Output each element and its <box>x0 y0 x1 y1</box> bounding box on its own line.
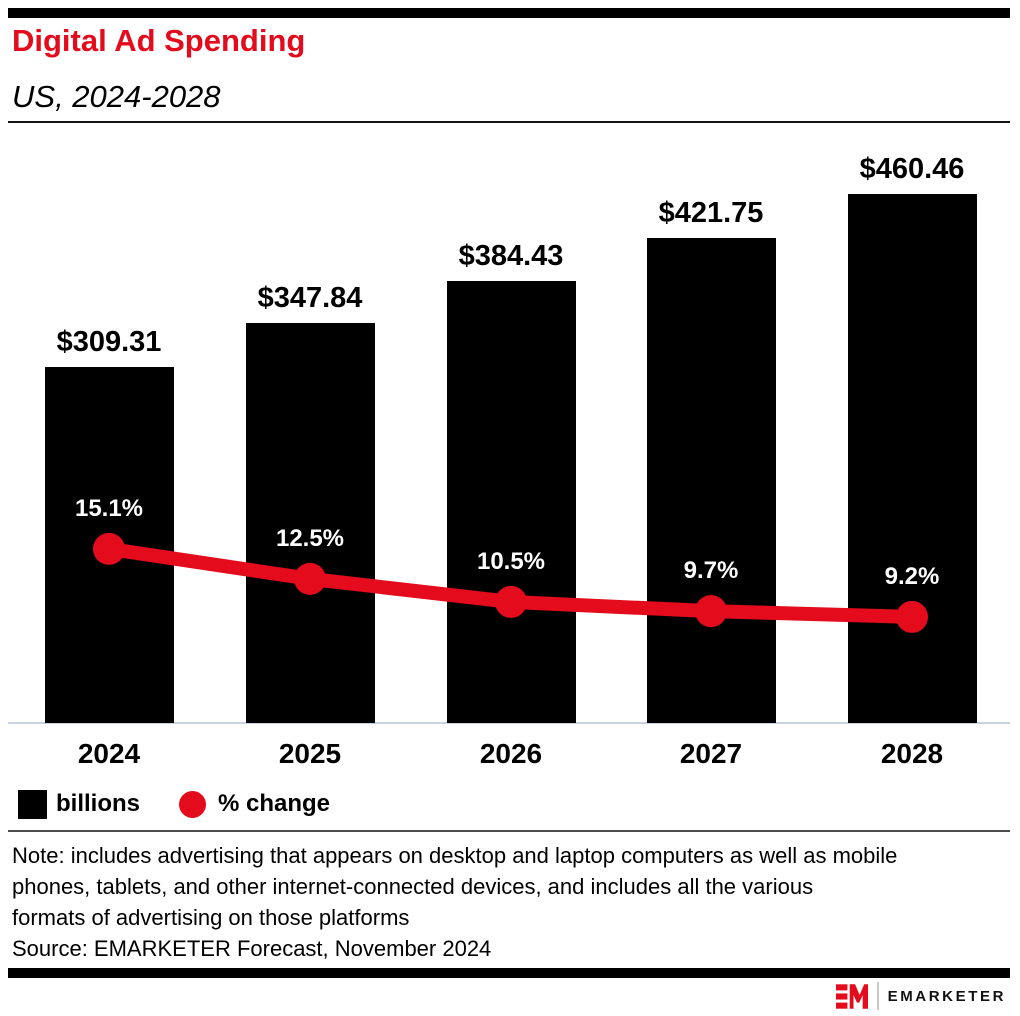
note-divider <box>8 830 1010 832</box>
bar-value-2024: $309.31 <box>56 326 162 359</box>
note-line: phones, tablets, and other internet-conn… <box>12 874 814 899</box>
x-label-2026: 2026 <box>479 738 543 769</box>
note-line: formats of advertising on those platform… <box>12 905 410 930</box>
legend-billions-label: billions <box>56 790 140 817</box>
bar-2025 <box>245 323 375 723</box>
pct-label-2024: 15.1% <box>74 494 144 522</box>
bottom-accent-bar <box>8 968 1010 978</box>
top-accent-bar <box>8 8 1010 18</box>
emarketer-logo: EMARKETER <box>835 981 1006 1011</box>
bar-value-2028: $460.46 <box>859 152 965 185</box>
legend-billions-swatch <box>18 789 47 819</box>
emarketer-wordmark: EMARKETER <box>887 987 1006 1005</box>
x-label-2024: 2024 <box>77 738 141 769</box>
bar-2027 <box>646 238 776 723</box>
pct-label-2028: 9.2% <box>884 562 940 590</box>
header-rule <box>8 121 1010 123</box>
logo-divider <box>876 982 879 1010</box>
note-line: Note: includes advertising that appears … <box>12 843 898 868</box>
x-axis-baseline <box>8 722 1010 724</box>
x-label-2027: 2027 <box>679 738 743 769</box>
bar-value-2027: $421.75 <box>658 197 764 230</box>
bar-value-2026: $384.43 <box>458 240 564 273</box>
emarketer-logo-mark <box>835 983 868 1009</box>
pct-label-2025: 12.5% <box>275 524 345 552</box>
bar-2024 <box>44 367 174 723</box>
source-text: Source: EMARKETER Forecast, November 202… <box>12 936 492 961</box>
pct-label-2027: 9.7% <box>683 557 739 585</box>
chart-legend: billions % change <box>18 789 330 819</box>
chart-title: Digital Ad Spending <box>12 23 306 58</box>
pct-label-2026: 10.5% <box>476 547 546 575</box>
legend-pct-change-swatch <box>179 790 206 818</box>
x-label-2028: 2028 <box>880 738 944 769</box>
chart-subtitle: US, 2024-2028 <box>12 79 221 114</box>
bar-value-2025: $347.84 <box>257 282 363 315</box>
bar-2026 <box>446 281 576 723</box>
x-label-2025: 2025 <box>278 738 342 769</box>
bar-2028 <box>847 193 977 723</box>
legend-pct-change-label: % change <box>218 790 331 817</box>
note-block: Note: includes advertising that appears … <box>12 840 897 964</box>
